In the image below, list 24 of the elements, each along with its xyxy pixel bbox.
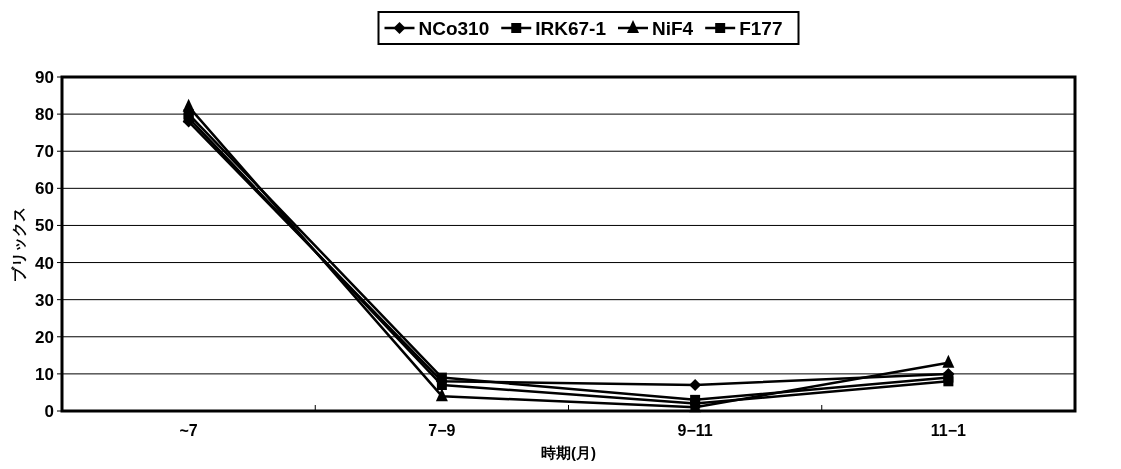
y-tick-label: 50 [35,216,54,236]
y-tick-label: 10 [35,364,54,384]
y-axis-title: ブリックス [10,206,27,282]
x-tick-label: ~7 [179,422,198,439]
x-tick-label: 7−9 [428,422,456,439]
y-tick-label: 90 [35,68,54,87]
legend-label: NiF4 [652,18,694,39]
point [943,376,954,387]
y-tick-label: 70 [35,142,54,162]
y-tick-label: 60 [35,179,54,199]
y-tick-label: 0 [44,402,54,421]
point [942,354,955,368]
x-tick-label: 9−11 [677,422,713,439]
point [435,388,448,402]
point [182,98,195,112]
x-tick-label: 11−1 [930,422,967,439]
y-tick-label: 40 [35,253,54,273]
y-tick-label: 30 [35,290,54,310]
legend-label: NCo310 [418,18,490,39]
x-axis-title: 時期(月) [541,444,596,461]
legend-label: F177 [739,18,783,39]
y-tick-label: 80 [35,105,54,125]
y-tick-label: 20 [35,327,54,347]
legend-label: IRK67-1 [535,18,607,39]
